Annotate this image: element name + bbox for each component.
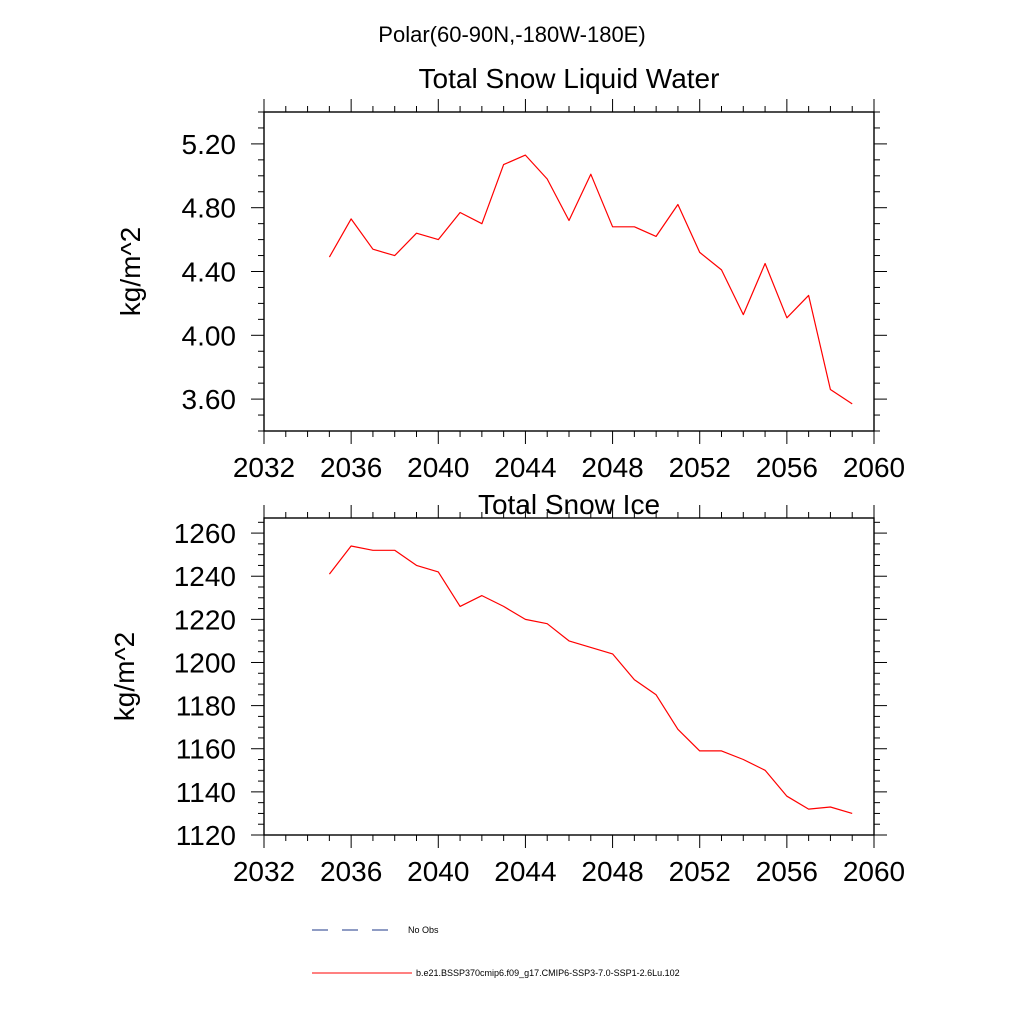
chart-panel-snow-liquid-water: Total Snow Liquid Water kg/m^2 2032 2036 204… bbox=[115, 63, 905, 483]
y-axis-label: kg/m^2 bbox=[115, 227, 146, 316]
y-tick-label: 4.40 bbox=[182, 257, 237, 288]
y-tick-label: 1220 bbox=[174, 604, 236, 635]
legend-label-model-run: b.e21.BSSP370cmip6.f09_g17.CMIP6-SSP3-7.… bbox=[416, 968, 680, 978]
x-tick-label: 2036 bbox=[320, 452, 382, 483]
x-tick-label: 2048 bbox=[581, 856, 643, 887]
series-line bbox=[328, 545, 853, 814]
y-tick-label: 5.20 bbox=[182, 129, 237, 160]
y-tick-label: 1120 bbox=[176, 820, 236, 851]
x-tick-label: 2056 bbox=[756, 856, 818, 887]
x-tick-label: 2032 bbox=[233, 452, 295, 483]
figure-title: Polar(60-90N,-180W-180E) bbox=[378, 22, 645, 47]
x-tick-label: 2060 bbox=[843, 856, 905, 887]
legend: No Obs b.e21.BSSP370cmip6.f09_g17.CMIP6-… bbox=[312, 925, 680, 978]
y-tick-label: 1160 bbox=[176, 734, 236, 765]
y-tick-label: 1180 bbox=[176, 691, 236, 722]
y-tick-label: 1240 bbox=[174, 561, 236, 592]
x-tick-label: 2060 bbox=[843, 452, 905, 483]
series-line bbox=[328, 154, 853, 405]
y-axis-label: kg/m^2 bbox=[109, 632, 140, 721]
y-tick-label: 1200 bbox=[174, 647, 236, 678]
x-tick-label: 2044 bbox=[494, 856, 556, 887]
x-tick-label: 2032 bbox=[233, 856, 295, 887]
x-tick-label: 2056 bbox=[756, 452, 818, 483]
x-tick-label: 2052 bbox=[669, 856, 731, 887]
y-tick-label: 1140 bbox=[176, 777, 236, 808]
x-tick-label: 2036 bbox=[320, 856, 382, 887]
legend-label-no-obs: No Obs bbox=[408, 925, 439, 935]
y-tick-label: 3.60 bbox=[182, 384, 237, 415]
x-tick-label: 2040 bbox=[407, 856, 469, 887]
plot-frame bbox=[263, 111, 875, 432]
x-tick-label: 2052 bbox=[669, 452, 731, 483]
chart-title: Total Snow Liquid Water bbox=[419, 63, 720, 94]
y-tick-label: 1260 bbox=[174, 518, 236, 549]
plot-frame bbox=[263, 517, 875, 836]
x-tick-label: 2048 bbox=[581, 452, 643, 483]
y-tick-label: 4.00 bbox=[182, 320, 237, 351]
x-tick-label: 2044 bbox=[494, 452, 556, 483]
y-tick-label: 4.80 bbox=[182, 193, 237, 224]
x-tick-label: 2040 bbox=[407, 452, 469, 483]
